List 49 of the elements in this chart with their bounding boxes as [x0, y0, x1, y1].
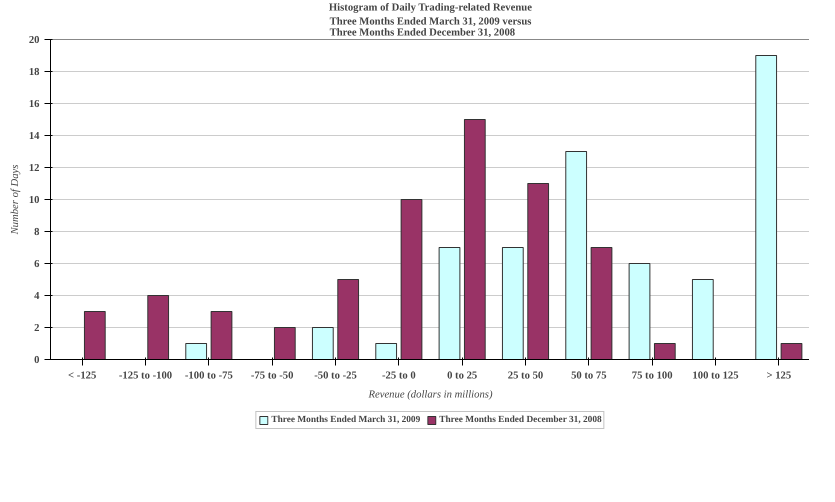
legend-label: Three Months Ended December 31, 2008 [439, 414, 602, 426]
y-tick-label: 8 [34, 227, 40, 238]
bar [375, 343, 398, 360]
x-tick-label: -75 to -50 [250, 370, 294, 382]
x-tick-label: > 125 [766, 370, 792, 382]
bar [565, 151, 588, 360]
x-tick-label: 75 to 100 [632, 370, 673, 382]
x-tick-label: 100 to 125 [692, 370, 739, 382]
y-tick-label: 14 [28, 131, 40, 142]
bar [780, 343, 802, 360]
bar [274, 327, 296, 360]
bar [628, 263, 650, 360]
x-axis-title: Revenue (dollars in millions) [368, 390, 493, 400]
y-tick-label: 16 [28, 99, 40, 110]
x-tick-label: 50 to 75 [571, 370, 607, 382]
bar [210, 311, 232, 360]
y-tick-label: 12 [28, 163, 40, 174]
x-tick-label: -125 to -100 [118, 370, 172, 382]
bar [692, 279, 714, 360]
bar [84, 311, 106, 360]
y-tick-label: 4 [34, 291, 40, 302]
bar [400, 199, 422, 360]
y-tick-label: 0 [34, 355, 40, 366]
bar [147, 295, 170, 360]
x-tick-label: -50 to -25 [314, 370, 357, 382]
bar [438, 247, 460, 360]
chart-subtitle: Three Months Ended March 31, 2009 versus Three Months Ended December 31, 2008 [330, 16, 532, 38]
y-tick-label: 2 [34, 323, 40, 334]
bar [337, 279, 360, 360]
x-tick-label: 0 to 25 [447, 370, 478, 382]
chart-title: Histogram of Daily Trading-related Revenue [328, 2, 532, 14]
bar [590, 247, 612, 360]
y-axis-title: Number of Days [10, 164, 21, 236]
y-tick-label: 20 [28, 35, 40, 46]
bar [185, 343, 208, 360]
y-tick-label: 6 [34, 259, 40, 270]
bar [527, 183, 550, 360]
y-tick-label: 10 [28, 195, 40, 206]
bar [654, 343, 676, 360]
x-tick-label: -100 to -75 [184, 370, 233, 382]
x-tick-label: 25 to 50 [508, 370, 544, 382]
bar [312, 327, 334, 360]
x-tick-label: -25 to 0 [382, 370, 416, 382]
bar [502, 247, 524, 360]
bar [755, 55, 778, 360]
x-tick-label: < -125 [68, 370, 96, 382]
legend-label: Three Months Ended March 31, 2009 [271, 414, 420, 426]
y-tick-label: 18 [28, 67, 40, 78]
bar [464, 119, 486, 360]
